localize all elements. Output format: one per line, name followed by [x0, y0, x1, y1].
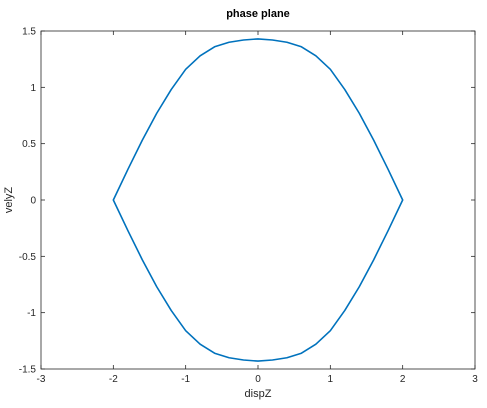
x-tick-labels: -3 -2 -1 0 1 2 3 [37, 374, 479, 385]
y-tick-label: 1 [30, 83, 36, 94]
series-line-0 [112, 38, 404, 362]
y-tick-label: 0 [30, 196, 36, 207]
x-tick-label: 3 [472, 374, 478, 385]
axes-box [40, 30, 476, 370]
x-tick-label: 1 [328, 374, 334, 385]
x-tick-label: -1 [181, 374, 190, 385]
x-tick-label: 0 [255, 374, 261, 385]
x-tick-label: -3 [37, 374, 46, 385]
series-layer [112, 38, 404, 362]
y-tick-label: 1.5 [22, 27, 36, 38]
y-axis-label: velyZ [3, 187, 15, 214]
axes-background [41, 31, 475, 369]
chart-title: phase plane [226, 8, 290, 20]
y-tick-label: 0.5 [22, 139, 36, 150]
x-axis-label: dispZ [245, 388, 272, 400]
y-tick-label: -1 [27, 308, 36, 319]
y-tick-labels: -1.5 -1 -0.5 0 0.5 1 1.5 [19, 27, 37, 376]
x-tick-label: -2 [109, 374, 118, 385]
y-tick-label: -0.5 [19, 252, 37, 263]
y-tick-label: -1.5 [19, 365, 37, 376]
x-tick-label: 2 [400, 374, 406, 385]
